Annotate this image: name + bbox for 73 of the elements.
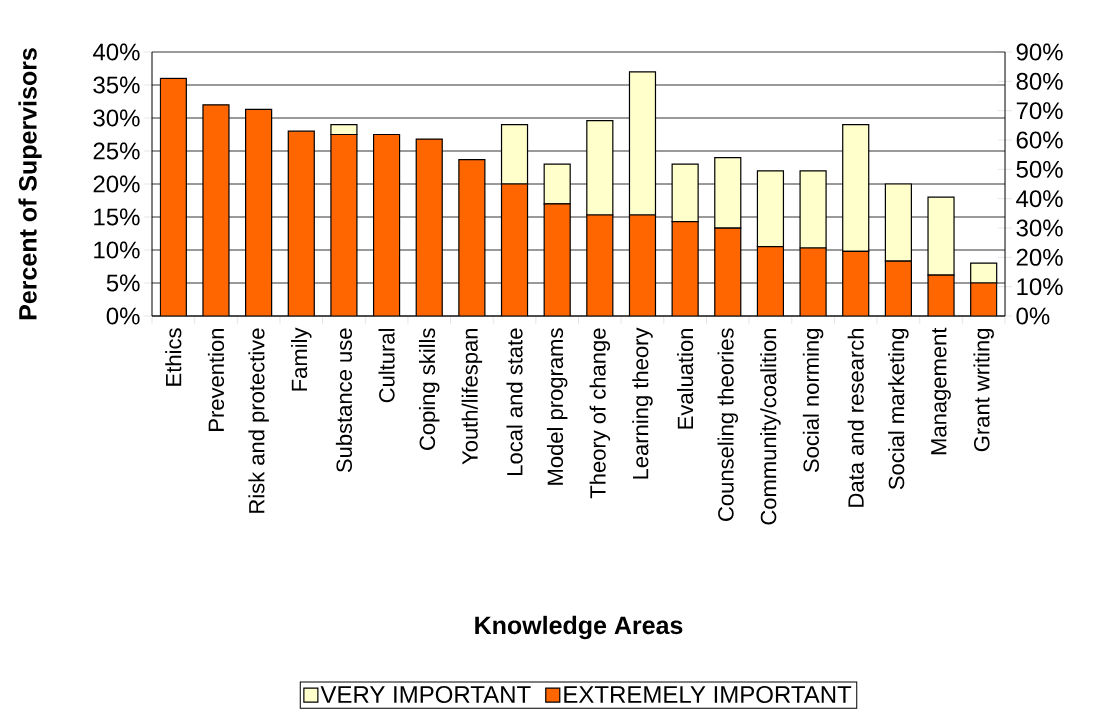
y-tick-label: 10% [94, 241, 140, 259]
bar [245, 108, 273, 316]
bar [458, 158, 486, 316]
y-tick-label: 25% [93, 142, 140, 160]
x-tick-label: Social norming [802, 329, 824, 473]
bar [628, 214, 657, 316]
y2-tick-label: 40% [1016, 190, 1063, 208]
x-tick-label: Grant writing [973, 328, 994, 452]
y2-tick-label: 70% [1016, 102, 1063, 120]
bar [927, 196, 955, 276]
x-tick-label: Prevention [207, 328, 225, 431]
bar [756, 246, 785, 316]
y2-tick-label: 90% [1016, 43, 1063, 61]
x-tick-label: Cultural [378, 329, 395, 403]
bar [330, 133, 358, 316]
bar [884, 260, 912, 316]
y-tick-label: 30% [93, 109, 140, 127]
x-tick-label: Theory of change [589, 328, 611, 499]
x-axis-title: Knowledge Areas [475, 615, 683, 640]
bar [500, 124, 529, 185]
bar [330, 124, 358, 136]
y2-tick-label: 50% [1016, 160, 1063, 178]
x-tick-label: Ethics [165, 328, 182, 386]
bar [159, 77, 187, 316]
x-tick-label: Management [931, 327, 951, 455]
bar [500, 183, 529, 316]
x-tick-label: Model programs [546, 328, 568, 485]
x-tick-label: Coping skills [418, 328, 440, 450]
bar [842, 250, 870, 316]
x-tick-label: Evaluation [677, 328, 694, 429]
x-tick-label: Substance use [335, 328, 353, 473]
bar [714, 157, 742, 229]
y-tick-label: 15% [94, 208, 140, 226]
y-tick-label: 0% [106, 307, 140, 325]
y2-tick-label: 20% [1016, 248, 1063, 266]
legend-label: VERY IMPORTANT [320, 685, 531, 703]
bar [586, 214, 614, 316]
y2-tick-label: 60% [1016, 131, 1063, 149]
bar [543, 163, 571, 205]
y-tick-label: 35% [93, 76, 140, 94]
y2-tick-label: 0% [1016, 307, 1050, 325]
x-tick-label: Risk and protective [248, 328, 269, 513]
x-tick-label: Data and research [847, 329, 864, 507]
y2-tick-label: 30% [1016, 219, 1063, 237]
bar [799, 170, 827, 249]
x-tick-label: Family [291, 327, 312, 391]
bar [970, 282, 998, 316]
x-tick-label: Counseling theories [717, 328, 739, 521]
bar [586, 120, 614, 216]
bar [799, 247, 827, 316]
y2-tick-label: 80% [1016, 72, 1063, 90]
y2-tick-label: 10% [1017, 278, 1063, 296]
bar [372, 133, 401, 316]
bar [202, 104, 230, 316]
x-tick-label: Local and state [506, 328, 523, 475]
bar [415, 138, 443, 316]
bar [287, 130, 315, 316]
x-tick-label: Youth/lifespan [461, 328, 483, 465]
bar [842, 124, 870, 252]
bar [714, 227, 742, 316]
y-tick-label: 40% [92, 43, 140, 61]
bar [543, 203, 571, 316]
bar [756, 170, 785, 248]
legend-label: EXTREMELY IMPORTANT [564, 685, 852, 703]
y-tick-label: 5% [106, 274, 140, 292]
y-axis-title: Percent of Supervisors [18, 48, 42, 320]
y-tick-label: 20% [93, 175, 140, 193]
x-tick-label: Community/coalition [760, 329, 781, 525]
bar [671, 163, 699, 223]
x-tick-label: Social marketing [888, 328, 909, 490]
bar [671, 221, 699, 316]
bar [884, 183, 912, 262]
x-tick-label: Learning theory [632, 327, 653, 479]
